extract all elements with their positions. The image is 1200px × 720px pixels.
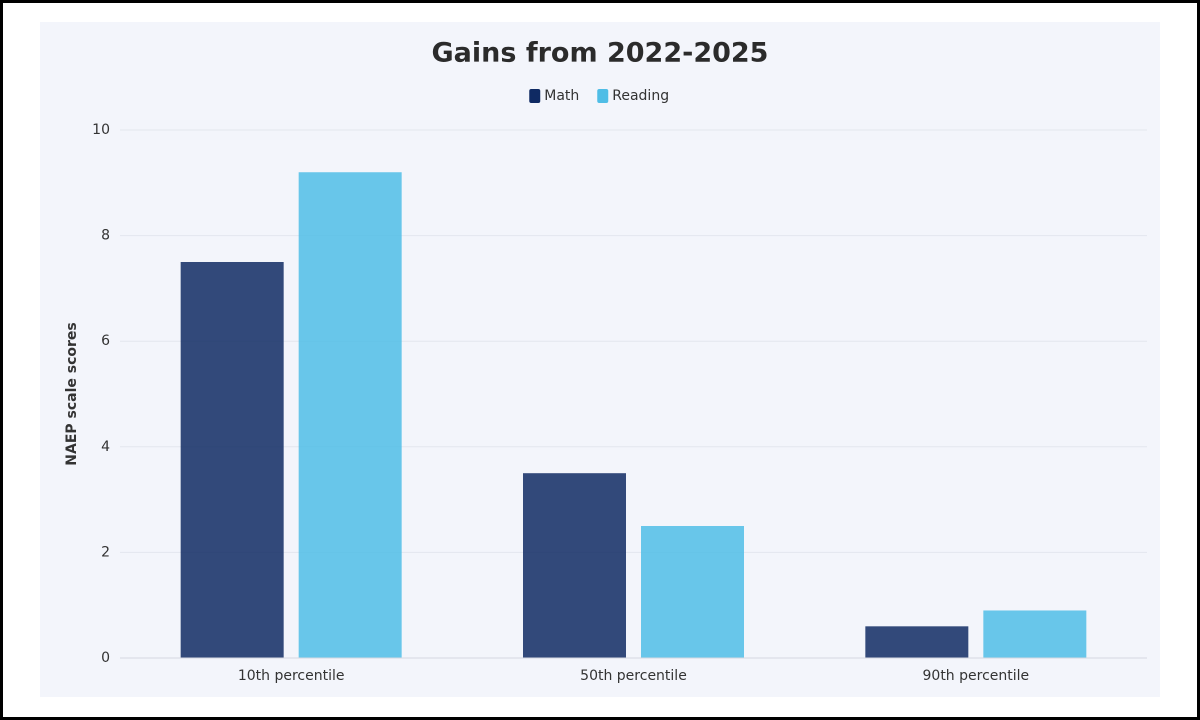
y-axis-title: NAEP scale scores xyxy=(64,322,80,465)
y-tick-label: 0 xyxy=(101,650,110,666)
bar xyxy=(523,473,626,658)
chart: Gains from 2022-2025 NAEP scale scores 0… xyxy=(40,22,1160,697)
bar xyxy=(641,526,744,658)
legend-label: Math xyxy=(544,88,579,104)
y-tick-label: 4 xyxy=(101,439,110,455)
bar xyxy=(180,262,284,658)
y-tick-label: 6 xyxy=(101,333,110,349)
x-tick-label: 50th percentile xyxy=(580,668,687,684)
legend-swatch xyxy=(529,89,541,103)
bar xyxy=(983,610,1087,658)
bar xyxy=(865,626,969,658)
legend-swatch xyxy=(597,89,609,103)
y-tick-label: 10 xyxy=(92,122,110,138)
x-tick-label: 90th percentile xyxy=(923,668,1030,684)
legend-label: Reading xyxy=(612,88,669,104)
x-tick-label: 10th percentile xyxy=(238,668,345,684)
chart-title: Gains from 2022-2025 xyxy=(432,38,769,69)
y-tick-label: 8 xyxy=(101,228,110,244)
y-tick-label: 2 xyxy=(101,544,110,560)
bar xyxy=(298,172,402,659)
